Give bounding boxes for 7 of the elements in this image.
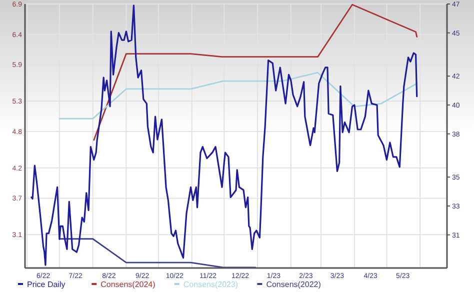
line-series bbox=[93, 4, 418, 141]
line-series bbox=[58, 72, 418, 120]
legend-label: Consens(2022) bbox=[266, 280, 322, 289]
legend-label: Consens(2024) bbox=[100, 280, 156, 289]
legend-label: Price Daily bbox=[27, 280, 66, 289]
line-series bbox=[30, 4, 418, 266]
legend-label: Consens(2023) bbox=[183, 280, 238, 289]
